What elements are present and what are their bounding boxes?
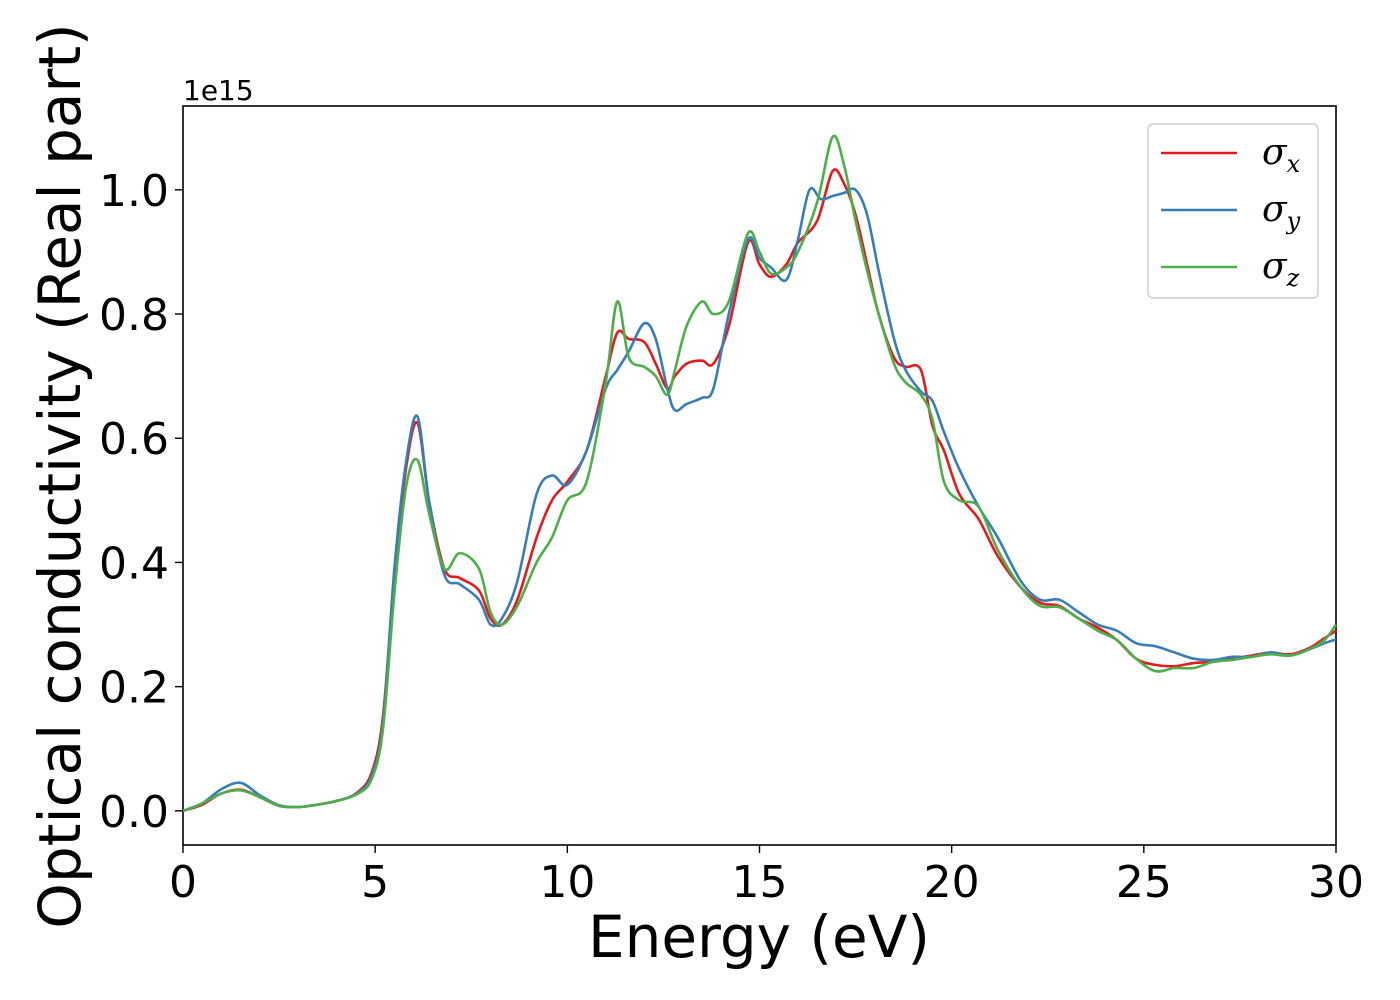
x-tick-label: 30 [1308, 857, 1364, 908]
y-axis-label: Optical conductivity (Real part) [26, 23, 94, 928]
legend: σx σy σz [1147, 123, 1319, 299]
x-axis-label: Energy (eV) [588, 903, 930, 971]
y-tick-label: 1.0 [99, 166, 169, 217]
y-tick-label: 0.8 [99, 290, 169, 341]
x-tick-label: 0 [169, 857, 197, 908]
x-axis-ticks: 0 5 10 15 20 25 30 [169, 845, 1364, 908]
legend-label-x: σx [1262, 132, 1301, 178]
y-tick-label: 0.2 [99, 663, 169, 714]
x-tick-label: 25 [1116, 857, 1172, 908]
legend-label-z: σz [1262, 246, 1300, 292]
y-axis-offset-label: 1e15 [183, 74, 254, 107]
x-tick-label: 5 [361, 857, 389, 908]
series-layer [182, 134, 1338, 813]
legend-label-y: σy [1262, 189, 1301, 235]
x-tick-label: 15 [732, 857, 788, 908]
y-tick-label: 0.4 [99, 538, 169, 589]
series-line-z [182, 134, 1338, 813]
legend-entries: σx σy σz [1161, 132, 1301, 292]
x-tick-label: 10 [539, 857, 595, 908]
y-tick-label: 0.0 [99, 787, 169, 838]
y-tick-label: 0.6 [99, 414, 169, 465]
y-axis-ticks: 0.0 0.2 0.4 0.6 0.8 1.0 [99, 166, 183, 838]
series-line-y [182, 186, 1337, 813]
x-tick-label: 20 [924, 857, 980, 908]
